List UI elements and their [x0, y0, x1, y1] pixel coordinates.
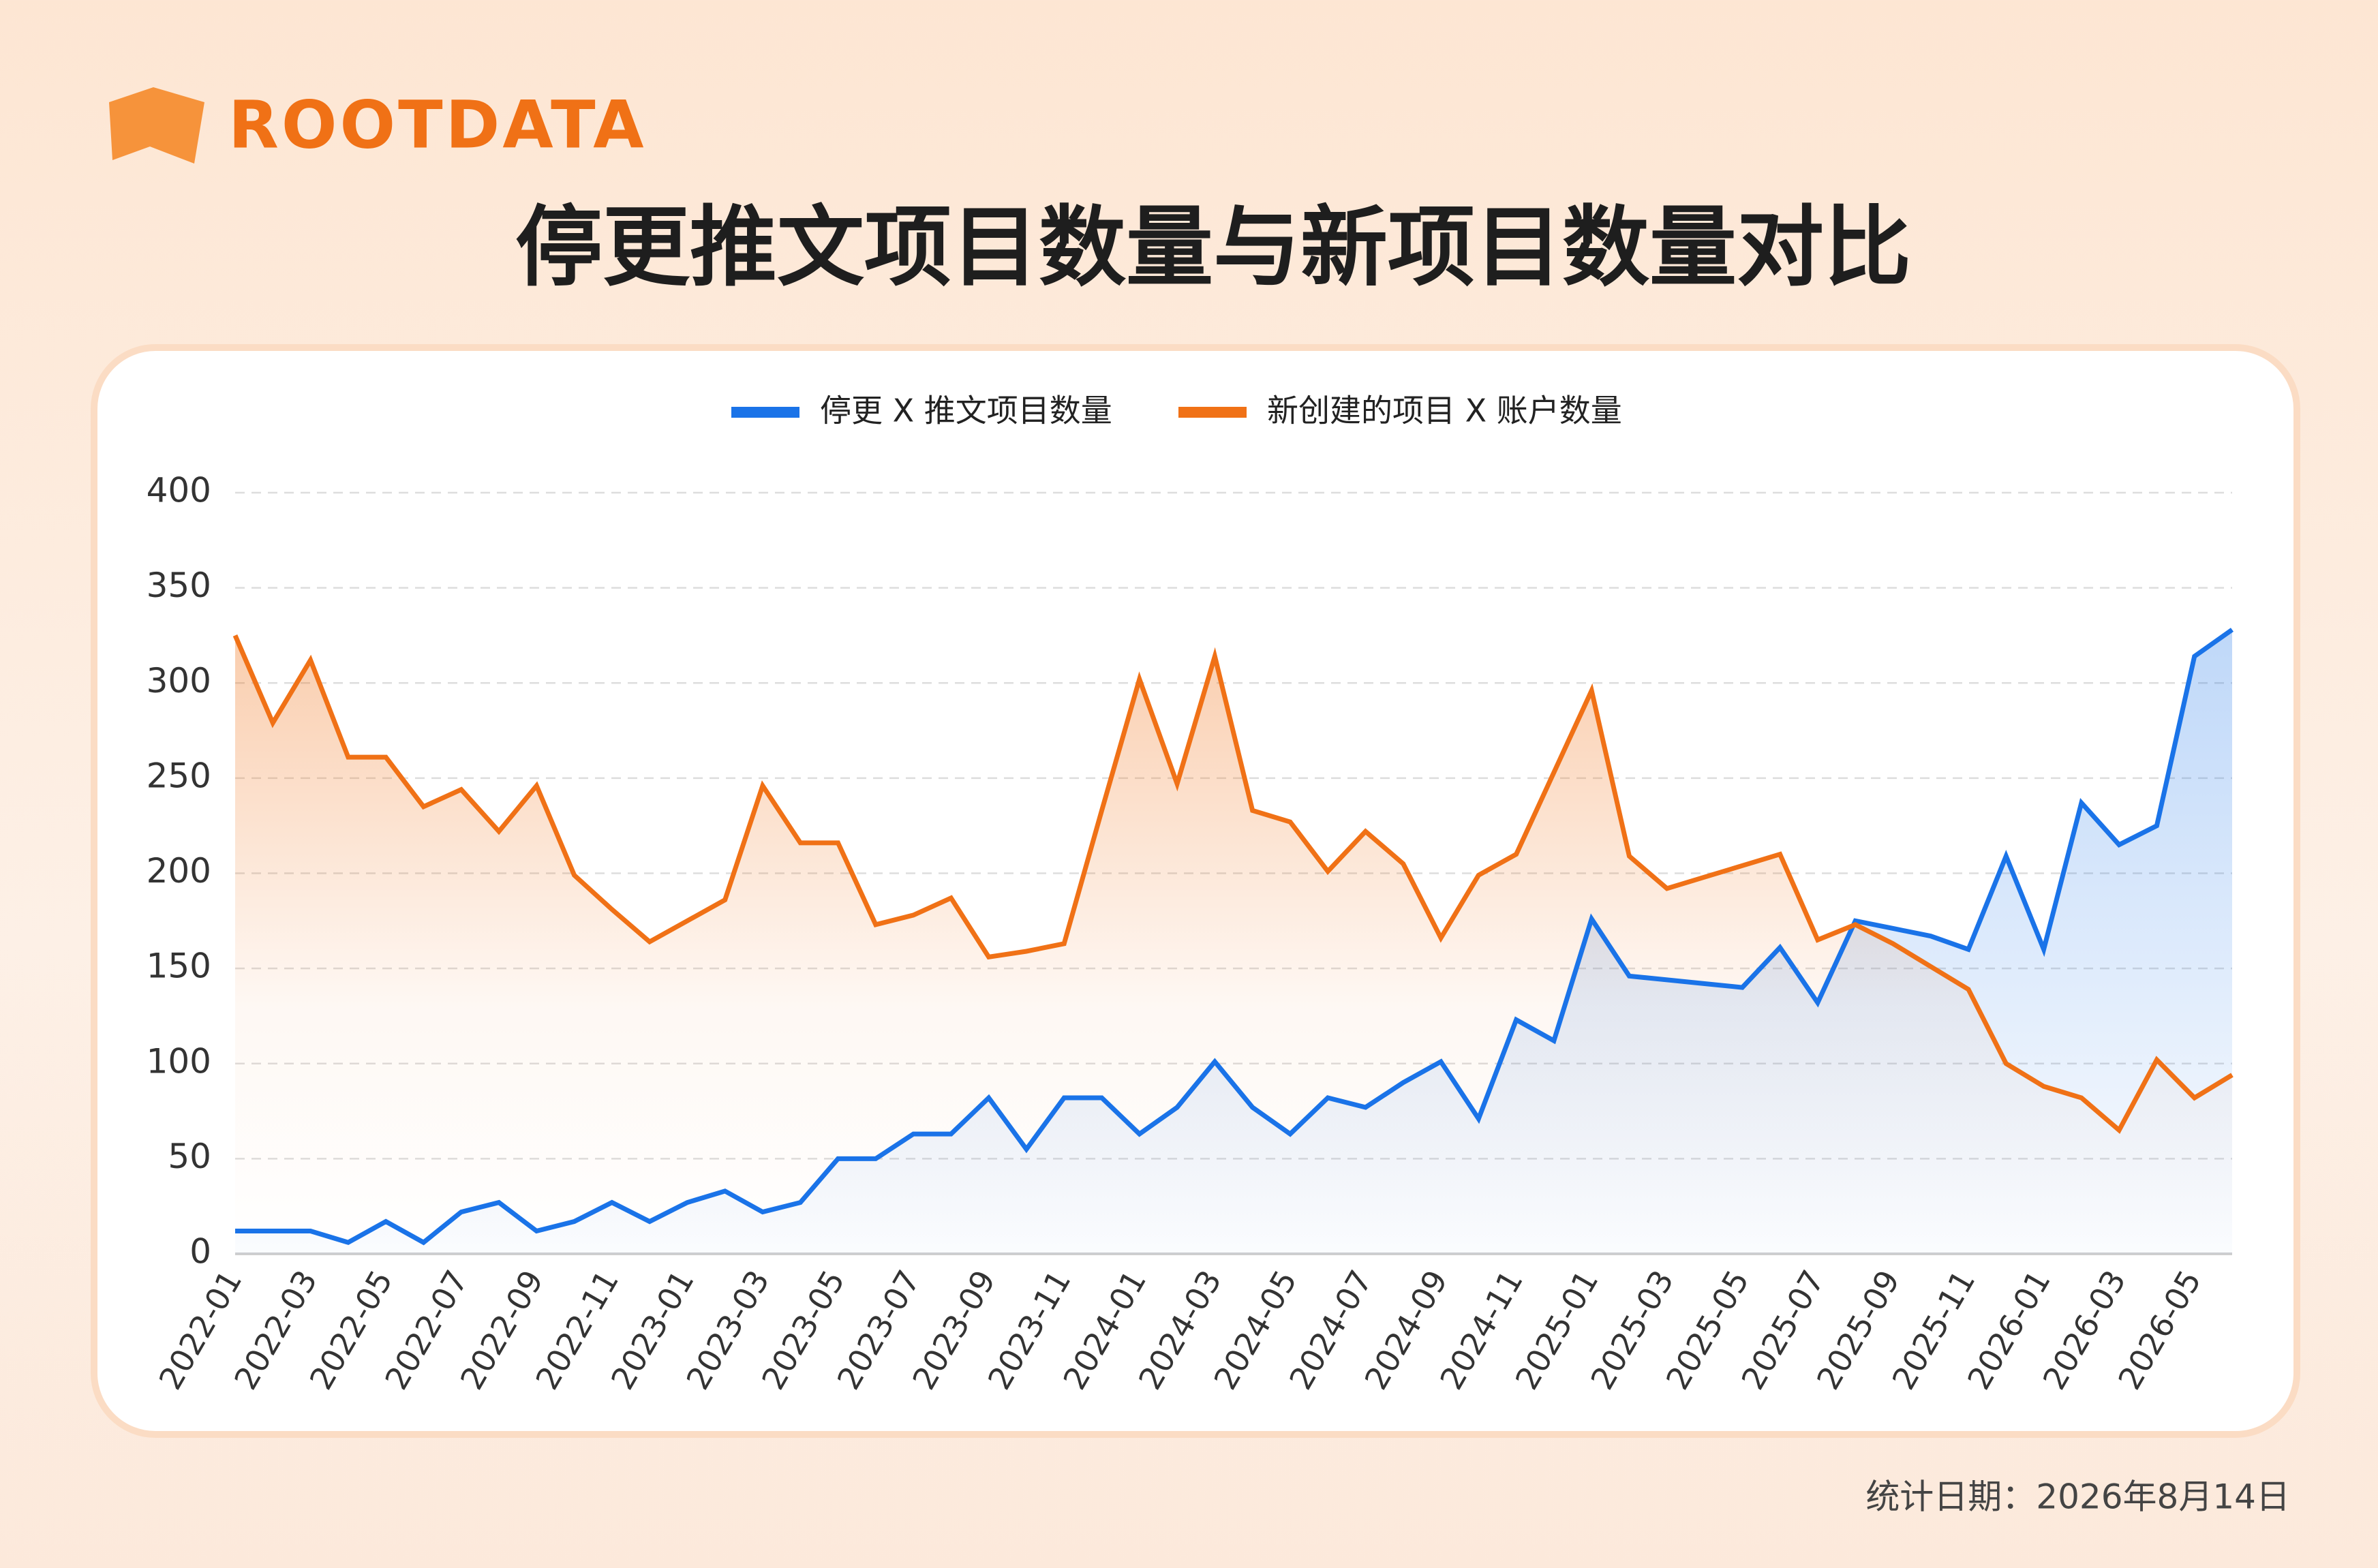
legend: 停更 X 推文项目数量 新创建的项目 X 账户数量 [731, 393, 1622, 429]
chart-title: 停更推文项目数量与新项目数量对比 [515, 197, 1911, 298]
plot-area: 0501001502002503003504002022-012022-0320… [147, 393, 2234, 1396]
y-tick-label: 0 [189, 1232, 211, 1272]
y-tick-label: 250 [147, 756, 211, 795]
logo-icon [109, 87, 204, 164]
logo: ROOTDATA [109, 87, 646, 164]
y-tick-label: 50 [168, 1137, 211, 1176]
legend-swatch [1178, 407, 1247, 418]
y-tick-label: 300 [147, 661, 211, 701]
line [232, 634, 2234, 1134]
y-tick-label: 100 [147, 1041, 211, 1081]
footnote: 统计日期：2026年8月14日 [1865, 1477, 2290, 1517]
legend-label: 新创建的项目 X 账户数量 [1267, 393, 1622, 429]
y-tick-label: 200 [147, 851, 211, 891]
legend-swatch [731, 407, 799, 418]
y-tick-label: 350 [147, 566, 211, 605]
line [235, 628, 2234, 1246]
logo-text: ROOTDATA [228, 87, 646, 163]
y-tick-label: 150 [147, 947, 211, 986]
area [235, 635, 2232, 1254]
y-tick-label: 400 [147, 471, 211, 510]
legend-label: 停更 X 推文项目数量 [820, 393, 1112, 429]
